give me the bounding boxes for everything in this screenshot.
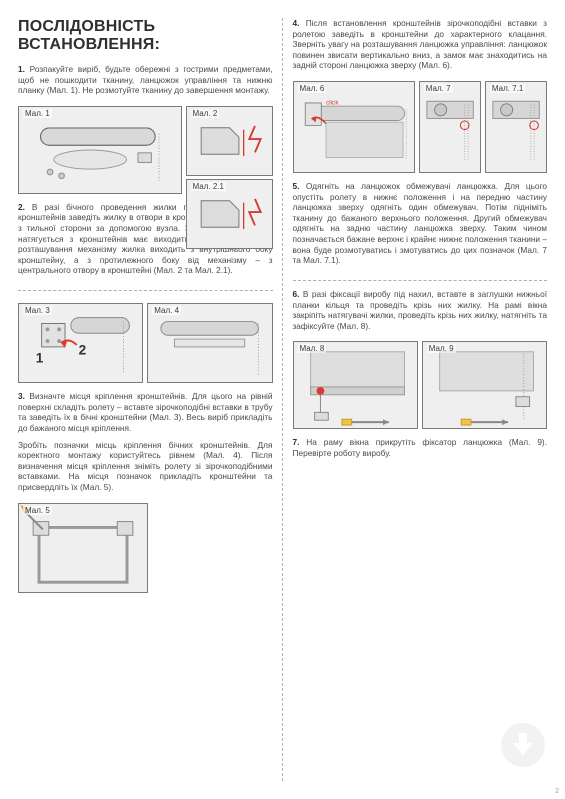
figure-4: Мал. 4 [147,303,272,383]
figure-2: Мал. 2 [186,106,273,176]
step-6: 6. В разі фіксації виробу під нахил, вст… [293,289,548,331]
step-5-num: 5. [293,181,300,191]
figure-3-caption: Мал. 3 [23,306,52,315]
page-number: 2 [555,788,559,795]
figure-9: Мал. 9 [422,341,547,429]
figure-1: Мал. 1 [18,106,182,194]
figure-8: Мал. 8 [293,341,418,429]
step-4: 4. Після встановлення кронштейнів зірочк… [293,18,548,71]
step-6-num: 6. [293,289,300,299]
figure-2-caption: Мал. 2 [191,109,220,118]
figure-6-caption: Мал. 6 [298,84,327,93]
figure-2-1-caption: Мал. 2.1 [191,182,226,191]
svg-text:1: 1 [36,351,44,366]
left-column: ПОСЛІДОВНІСТЬ ВСТАНОВЛЕННЯ: 1. Розпакуйт… [18,18,283,787]
figure-4-caption: Мал. 4 [152,306,181,315]
step-3b: Зробіть позначки місць кріплення бічних … [18,440,273,493]
figure-5: Мал. 5 [18,503,148,593]
step-3a-num: 3. [18,391,25,401]
step-2-num: 2. [18,202,25,212]
figrow-3-4: Мал. 3 1 2 Мал. 4 [18,303,273,383]
watermark-icon [499,721,547,769]
divider-right-1 [293,280,548,281]
page-title: ПОСЛІДОВНІСТЬ ВСТАНОВЛЕННЯ: [18,18,273,54]
figrow-6-7: Мал. 6 click Мал. 7 [293,81,548,173]
figure-1-caption: Мал. 1 [23,109,52,118]
divider-left-1 [18,290,273,291]
vertical-divider [282,18,283,781]
figure-2-1: Мал. 2.1 [186,179,273,249]
step-5: 5. Одягніть на ланцюжок обмежувачі ланцю… [293,181,548,266]
figure-6: Мал. 6 click [293,81,415,173]
step-4-text: Після встановлення кронштейнів зірочкопо… [293,18,548,70]
step-1-text: Розпакуйте виріб, будьте обережні з гост… [18,64,273,95]
step-7: 7. На раму вікна прикрутіть фіксатор лан… [293,437,548,458]
step-1-num: 1. [18,64,25,74]
click-label: click [326,100,339,107]
figure-7-1-caption: Мал. 7.1 [490,84,525,93]
figure-3: Мал. 3 1 2 [18,303,143,383]
figure-5-caption: Мал. 5 [23,506,52,515]
step-7-text: На раму вікна прикрутіть фіксатор ланцюж… [293,437,548,458]
step-3a-text: Визначте місця кріплення кронштейнів. Дл… [18,391,273,433]
figrow-5: Мал. 5 [18,503,273,593]
step-7-num: 7. [293,437,300,447]
step-6-text: В разі фіксації виробу під нахил, вставт… [293,289,548,331]
step-1: 1. Розпакуйте виріб, будьте обережні з г… [18,64,273,96]
step-3a: 3. Визначте місця кріплення кронштейнів.… [18,391,273,433]
step-3b-text: Зробіть позначки місць кріплення бічних … [18,440,273,492]
figrow-1-2: Мал. 1 Мал. 2 [18,106,273,194]
figure-7: Мал. 7 [419,81,481,173]
figure-7-caption: Мал. 7 [424,84,453,93]
figure-9-caption: Мал. 9 [427,344,456,353]
figure-7-1: Мал. 7.1 [485,81,547,173]
step-5-text: Одягніть на ланцюжок обмежувачі ланцюжка… [293,181,548,265]
right-column: 4. Після встановлення кронштейнів зірочк… [283,18,548,787]
step-4-num: 4. [293,18,300,28]
svg-text:2: 2 [79,343,87,358]
figure-8-caption: Мал. 8 [298,344,327,353]
figrow-8-9: Мал. 8 Мал. 9 [293,341,548,429]
